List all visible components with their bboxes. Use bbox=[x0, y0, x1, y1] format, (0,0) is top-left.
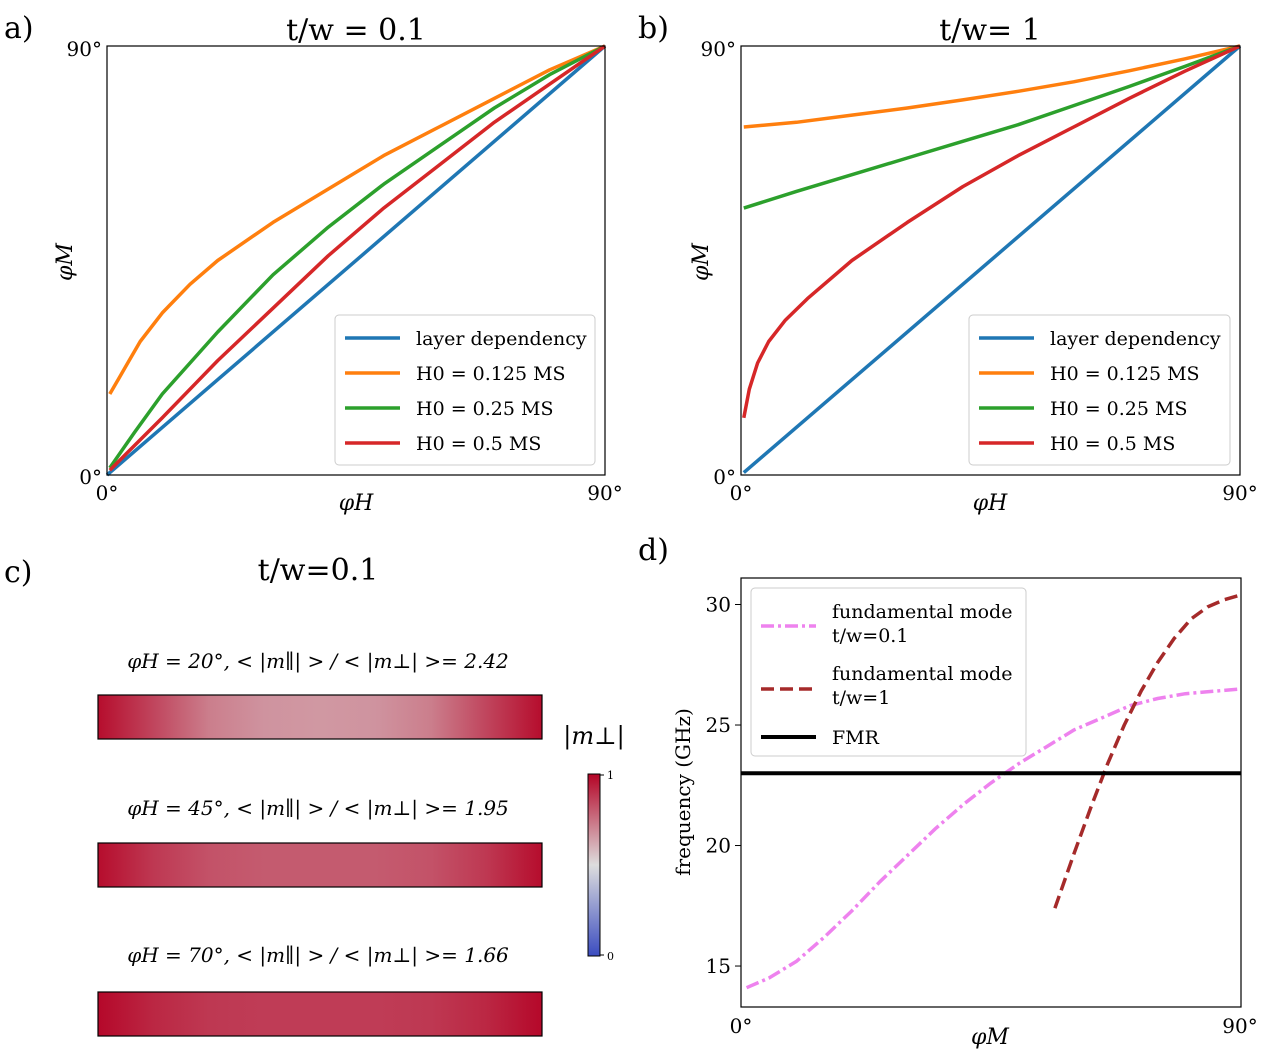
panel-d-legend: fundamental mode t/w=0.1 fundamental mod… bbox=[750, 587, 1027, 757]
panel-d-xlabel: φM bbox=[971, 1025, 1009, 1050]
panel-a-legend-label-4: H0 = 0.5 MS bbox=[416, 433, 541, 455]
panel-d-legend-label-1b: t/w=0.1 bbox=[832, 625, 908, 647]
colorbar-tick-label-bottom: 0 bbox=[607, 950, 614, 963]
panel-b-xtick-right: 90° bbox=[1222, 481, 1257, 505]
colorbar-tick-label-top: 1 bbox=[607, 769, 614, 782]
panel-b-ytick-bottom: 0° bbox=[713, 465, 736, 489]
panel-d-ytick-label: 20 bbox=[706, 834, 731, 858]
panel-a-legend-box bbox=[334, 314, 596, 466]
panel-b-legend-label-2: H0 = 0.125 MS bbox=[1050, 363, 1200, 385]
panel-a-series-line-1 bbox=[105, 44, 607, 477]
panel-d-legend-label-2a: fundamental mode bbox=[832, 663, 1012, 685]
panel-b-title: t/w= 1 bbox=[939, 13, 1041, 48]
panel-d-legend-label-3: FMR bbox=[832, 727, 880, 749]
panel-a-ytick-bottom: 0° bbox=[79, 465, 102, 489]
heatmap-row-2 bbox=[97, 842, 543, 888]
panel-a-series-line-2 bbox=[108, 44, 606, 395]
panel-b-label: b) bbox=[638, 11, 669, 46]
heatmap-row-1 bbox=[97, 694, 543, 740]
panel-d-legend-box bbox=[750, 587, 1027, 757]
panel-b-legend-label-1: layer dependency bbox=[1050, 328, 1221, 350]
panel-a-plot bbox=[105, 44, 607, 477]
panel-b-series-line-4 bbox=[742, 44, 1241, 419]
panel-b-xtick-left: 0° bbox=[730, 481, 753, 505]
panel-b-ylabel: φM bbox=[689, 243, 714, 281]
panel-d-axes-frame bbox=[740, 577, 1242, 1008]
panel-b-plot bbox=[740, 44, 1242, 476]
panel-d-yticks: 15 20 25 30 bbox=[706, 593, 741, 978]
panel-d-legend-label-1a: fundamental mode bbox=[832, 601, 1012, 623]
panel-a-xtick-right: 90° bbox=[587, 481, 622, 505]
panel-a-ytick-top: 90° bbox=[67, 37, 102, 61]
panel-b-legend-label-3: H0 = 0.25 MS bbox=[1050, 398, 1187, 420]
panel-d-ytick-label: 25 bbox=[706, 713, 731, 737]
panel-b-legend-label-4: H0 = 0.5 MS bbox=[1050, 433, 1175, 455]
panel-c-title: t/w=0.1 bbox=[258, 553, 379, 588]
panel-b-xlabel: φH bbox=[973, 491, 1008, 516]
heatmap-row-2-label: φH = 45°, < |m∥| > / < |m⊥| >= 1.95 bbox=[127, 796, 509, 821]
panel-b-series-line-1 bbox=[742, 44, 1242, 474]
panel-d-xtick-left: 0° bbox=[730, 1014, 753, 1038]
panel-a-series-line-3 bbox=[108, 44, 606, 469]
panel-b-axes-frame bbox=[740, 45, 1241, 476]
panel-b-legend: layer dependency H0 = 0.125 MS H0 = 0.25… bbox=[968, 314, 1231, 466]
panel-d-ytick-label: 30 bbox=[706, 593, 731, 617]
panel-d-series-line-2 bbox=[1053, 593, 1242, 909]
panel-d-label: d) bbox=[638, 533, 669, 568]
panel-a-label: a) bbox=[4, 11, 34, 46]
panel-a-ylabel: φM bbox=[53, 243, 78, 281]
panel-c-label: c) bbox=[4, 555, 33, 590]
heatmap-row-3 bbox=[97, 991, 543, 1037]
panel-a-series-line-4 bbox=[108, 44, 606, 472]
panel-a-legend-label-3: H0 = 0.25 MS bbox=[416, 398, 553, 420]
panel-a-axes-frame bbox=[106, 45, 606, 476]
colorbar-label: |m⊥| bbox=[563, 722, 625, 751]
panel-b-legend-box bbox=[968, 314, 1231, 466]
panel-d-xtick-right: 90° bbox=[1222, 1014, 1257, 1038]
panel-d-plot bbox=[740, 577, 1242, 1008]
panel-a-legend-label-1: layer dependency bbox=[416, 328, 587, 350]
colorbar bbox=[587, 773, 601, 957]
panel-a-legend-label-2: H0 = 0.125 MS bbox=[416, 363, 566, 385]
panel-b-series-line-2 bbox=[743, 44, 1241, 129]
panel-b-series-line-3 bbox=[743, 44, 1241, 210]
heatmap-row-3-label: φH = 70°, < |m∥| > / < |m⊥| >= 1.66 bbox=[127, 943, 509, 968]
panel-d-ytick-label: 15 bbox=[706, 954, 731, 978]
heatmap-row-1-label: φH = 20°, < |m∥| > / < |m⊥| >= 2.42 bbox=[127, 649, 509, 674]
panel-a-legend: layer dependency H0 = 0.125 MS H0 = 0.25… bbox=[334, 314, 596, 466]
panel-a-title: t/w = 0.1 bbox=[286, 13, 426, 48]
panel-d-series-line-1 bbox=[745, 687, 1242, 990]
panel-b-ytick-top: 90° bbox=[701, 37, 736, 61]
panel-d-ylabel: frequency (GHz) bbox=[671, 708, 695, 876]
panel-a-xlabel: φH bbox=[339, 491, 374, 516]
panel-a-xtick-left: 0° bbox=[96, 481, 119, 505]
panel-d-legend-label-2b: t/w=1 bbox=[832, 687, 890, 709]
